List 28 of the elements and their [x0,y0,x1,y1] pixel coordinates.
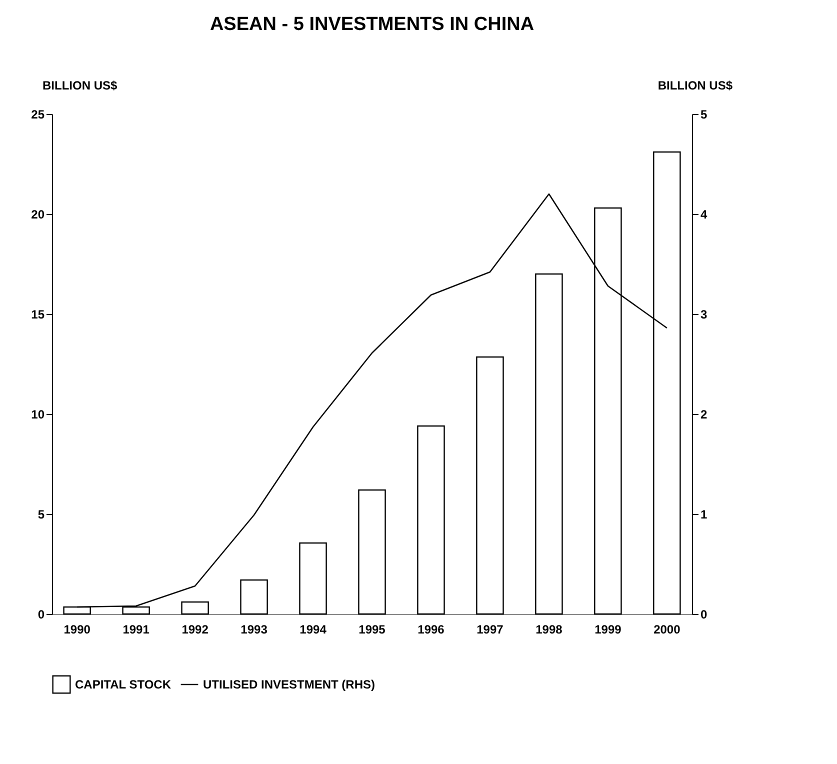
x-tick-label: 1995 [358,622,386,636]
y2-tick-label: 5 [700,108,708,122]
legend-label: UTILISED INVESTMENT (RHS) [203,678,376,692]
x-tick-label: 1998 [536,622,563,636]
y-tick-label: 10 [31,408,45,422]
x-tick-label: 2000 [654,622,681,636]
y2-tick-label: 3 [700,308,708,322]
legend-label: CAPITAL STOCK [75,678,172,692]
x-tick-label: 1994 [300,622,327,636]
x-tick-label: 1997 [476,622,504,636]
y-tick-label: 5 [38,508,45,522]
y2-axis-title: BILLION US$ [658,78,733,92]
x-tick-label: 1992 [182,622,209,636]
y-tick-label: 0 [38,608,45,622]
y2-tick-label: 4 [700,208,708,222]
x-tick-label: 1993 [240,622,268,636]
x-tick-label: 1996 [418,622,445,636]
y2-tick-label: 0 [700,608,708,622]
x-tick-label: 1991 [122,622,150,636]
y-tick-label: 20 [31,208,45,222]
x-tick-label: 1999 [594,622,622,636]
y-tick-label: 25 [31,108,45,122]
y2-tick-label: 2 [700,408,708,422]
y2-tick-label: 1 [700,508,708,522]
y-axis-title: BILLION US$ [42,78,118,92]
y-tick-label: 15 [31,308,45,322]
x-tick-label: 1990 [64,622,91,636]
chart-title: ASEAN - 5 INVESTMENTS IN CHINA [210,14,534,35]
